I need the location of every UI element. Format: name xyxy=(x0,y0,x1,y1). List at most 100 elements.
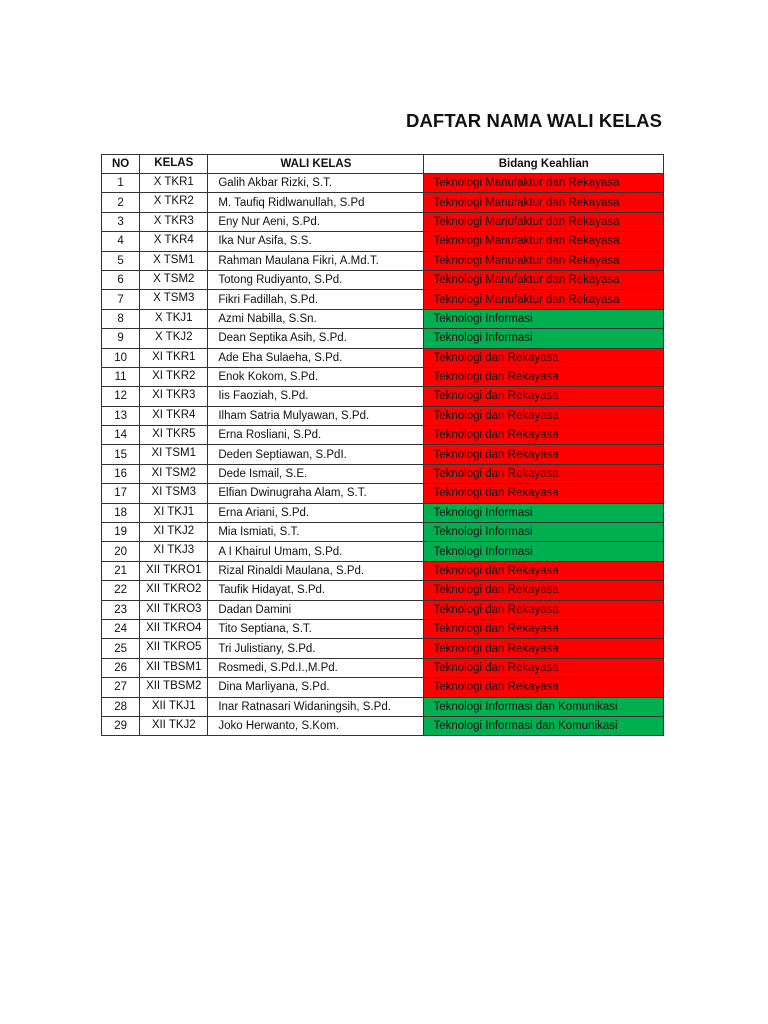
cell-kelas: XI TKR3 xyxy=(139,386,209,407)
cell-kelas: XI TKJ2 xyxy=(139,522,209,543)
cell-wali-kelas: Mia Ismiati, S.T. xyxy=(207,522,425,543)
cell-no: 17 xyxy=(100,483,141,504)
cell-no: 19 xyxy=(100,522,141,543)
table-row: 16 XI TSM2 Dede Ismail, S.E. Teknologi dan … xyxy=(100,463,664,485)
cell-no: 12 xyxy=(100,386,141,407)
cell-wali-kelas: Iis Faoziah, S.Pd. xyxy=(207,386,425,407)
cell-kelas: XII TKRO5 xyxy=(139,638,209,659)
cell-kelas: X TSM3 xyxy=(139,289,209,310)
cell-no: 15 xyxy=(100,444,141,465)
cell-bidang-keahlian: Teknologi Informasi xyxy=(423,522,664,543)
cell-bidang-keahlian: Teknologi Manufaktur dan Rekayasa xyxy=(423,211,664,233)
cell-wali-kelas: Deden Septiawan, S.PdI. xyxy=(207,444,425,465)
cell-wali-kelas: Ika Nur Asifa, S.S. xyxy=(207,231,425,252)
cell-bidang-keahlian: Teknologi Manufaktur dan Rekayasa xyxy=(423,192,664,213)
cell-bidang-keahlian: Teknologi dan Rekayasa xyxy=(423,366,664,388)
cell-bidang-keahlian: Teknologi dan Rekayasa xyxy=(423,425,664,446)
header-bidang-keahlian: Bidang Keahlian xyxy=(423,154,664,174)
cell-wali-kelas: Galih Akbar Rizki, S.T. xyxy=(207,172,425,194)
cell-kelas: X TKR1 xyxy=(139,172,209,194)
cell-bidang-keahlian: Teknologi dan Rekayasa xyxy=(423,657,664,679)
cell-kelas: XII TBSM2 xyxy=(139,677,209,698)
cell-no: 14 xyxy=(100,425,141,446)
table-row: 11 XI TKR2 Enok Kokom, S.Pd. Teknologi dan … xyxy=(100,366,664,388)
cell-kelas: X TSM1 xyxy=(139,250,209,271)
cell-wali-kelas: Eny Nur Aeni, S.Pd. xyxy=(207,211,425,233)
cell-bidang-keahlian: Teknologi dan Rekayasa xyxy=(423,386,664,407)
cell-wali-kelas: Inar Ratnasari Widaningsih, S.Pd. xyxy=(207,696,425,717)
cell-bidang-keahlian: Teknologi Informasi xyxy=(423,541,664,562)
cell-no: 28 xyxy=(100,696,141,717)
table-row: 18 XI TKJ1 Erna Ariani, S.Pd. Teknologi Inf… xyxy=(100,502,664,524)
cell-no: 5 xyxy=(100,250,141,271)
cell-no: 11 xyxy=(100,366,141,388)
cell-kelas: X TSM2 xyxy=(139,269,209,291)
cell-bidang-keahlian: Teknologi dan Rekayasa xyxy=(423,560,664,582)
cell-wali-kelas: Erna Ariani, S.Pd. xyxy=(207,502,425,524)
cell-kelas: XI TSM1 xyxy=(139,444,209,465)
table-row: 12 XI TKR3 Iis Faoziah, S.Pd. Teknologi dan… xyxy=(100,386,664,407)
cell-wali-kelas: Rosmedi, S.Pd.I.,M.Pd. xyxy=(207,657,425,679)
cell-wali-kelas: Totong Rudiyanto, S.Pd. xyxy=(207,269,425,291)
cell-bidang-keahlian: Teknologi dan Rekayasa xyxy=(423,347,664,368)
cell-kelas: X TKR3 xyxy=(139,211,209,233)
cell-bidang-keahlian: Teknologi dan Rekayasa xyxy=(423,599,664,620)
cell-no: 18 xyxy=(100,502,141,524)
header-wali-kelas: WALI KELAS xyxy=(207,154,425,174)
table-row: 19 XI TKJ2 Mia Ismiati, S.T. Teknologi Info… xyxy=(100,522,664,543)
cell-kelas: XII TKRO2 xyxy=(139,580,209,601)
cell-kelas: XI TKJ3 xyxy=(139,541,209,562)
cell-no: 22 xyxy=(100,580,141,601)
cell-bidang-keahlian: Teknologi Manufaktur dan Rekayasa xyxy=(423,231,664,252)
cell-bidang-keahlian: Teknologi Informasi xyxy=(423,308,664,330)
cell-kelas: X TKR4 xyxy=(139,231,209,252)
cell-bidang-keahlian: Teknologi dan Rekayasa xyxy=(423,580,664,601)
cell-wali-kelas: Ade Eha Sulaeha, S.Pd. xyxy=(207,347,425,368)
cell-wali-kelas: Erna Rosliani, S.Pd. xyxy=(207,425,425,446)
cell-wali-kelas: Taufik Hidayat, S.Pd. xyxy=(207,580,425,601)
cell-wali-kelas: Dede Ismail, S.E. xyxy=(207,463,425,485)
cell-wali-kelas: Joko Herwanto, S.Kom. xyxy=(207,715,425,737)
cell-kelas: XI TKJ1 xyxy=(139,502,209,524)
table-row: 17 XI TSM3 Elfian Dwinugraha Alam, S.T. Tek… xyxy=(100,483,664,504)
cell-kelas: XI TKR4 xyxy=(139,405,209,427)
cell-no: 7 xyxy=(100,289,141,310)
header-no: NO xyxy=(100,154,141,174)
cell-wali-kelas: Enok Kokom, S.Pd. xyxy=(207,366,425,388)
cell-kelas: XI TSM2 xyxy=(139,463,209,485)
cell-kelas: X TKJ1 xyxy=(139,308,209,330)
cell-no: 6 xyxy=(100,269,141,291)
cell-wali-kelas: M. Taufiq Ridlwanullah, S.Pd xyxy=(207,192,425,213)
cell-no: 8 xyxy=(100,308,141,330)
cell-bidang-keahlian: Teknologi Manufaktur dan Rekayasa xyxy=(423,172,664,194)
cell-no: 20 xyxy=(100,541,141,562)
table-row: 29 XII TKJ2 Joko Herwanto, S.Kom. Teknologi… xyxy=(100,715,664,737)
cell-kelas: XII TKRO1 xyxy=(139,560,209,582)
cell-no: 29 xyxy=(100,715,141,737)
table-row: 21 XII TKRO1 Rizal Rinaldi Maulana, S.Pd. T… xyxy=(100,560,664,582)
table-row: 15 XI TSM1 Deden Septiawan, S.PdI. Teknolog… xyxy=(100,444,664,465)
table-header-row: NO KELAS WALI KELAS Bidang Keahlian xyxy=(100,154,664,174)
cell-wali-kelas: Elfian Dwinugraha Alam, S.T. xyxy=(207,483,425,504)
cell-kelas: XII TKRO4 xyxy=(139,618,209,640)
cell-no: 26 xyxy=(100,657,141,679)
cell-wali-kelas: Azmi Nabilla, S.Sn. xyxy=(207,308,425,330)
cell-wali-kelas: A I Khairul Umam, S.Pd. xyxy=(207,541,425,562)
table-row: 25 XII TKRO5 Tri Julistiany, S.Pd. Teknolog… xyxy=(100,638,664,659)
header-kelas: KELAS xyxy=(139,154,209,174)
cell-no: 23 xyxy=(100,599,141,620)
cell-kelas: XII TBSM1 xyxy=(139,657,209,679)
cell-no: 2 xyxy=(100,192,141,213)
cell-wali-kelas: Ilham Satria Mulyawan, S.Pd. xyxy=(207,405,425,427)
cell-kelas: XI TKR2 xyxy=(139,366,209,388)
cell-kelas: X TKJ2 xyxy=(139,328,209,349)
cell-bidang-keahlian: Teknologi dan Rekayasa xyxy=(423,638,664,659)
cell-bidang-keahlian: Teknologi dan Rekayasa xyxy=(423,677,664,698)
